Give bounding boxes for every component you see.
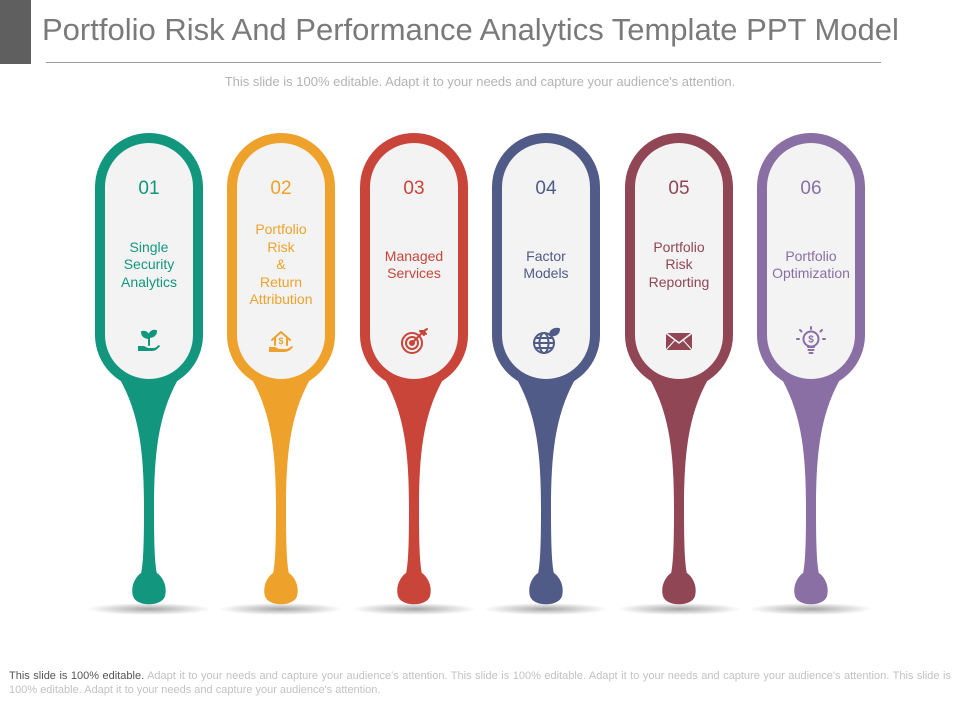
svg-text:$: $ — [278, 336, 283, 346]
step-drop-01 — [132, 573, 166, 605]
step-drop-05 — [662, 573, 696, 605]
step-stem-01 — [115, 371, 183, 574]
step-label-line: Managed — [384, 247, 444, 264]
step-stem-04 — [512, 371, 580, 574]
step-label-line: Models — [523, 265, 569, 281]
step-shadow-02 — [219, 603, 343, 615]
step-label-line: Return — [259, 273, 303, 290]
step-panel-02 — [237, 143, 325, 379]
step-label: Managed Services — [360, 248, 468, 283]
step-label-line: Factor — [526, 247, 566, 264]
step-panel-03 — [370, 143, 458, 379]
page-subtitle: This slide is 100% editable. Adapt it to… — [224, 74, 736, 89]
corner-accent — [0, 0, 31, 64]
step-label-line: Portfolio — [653, 238, 705, 255]
step-label: Portfolio Risk Reporting — [625, 239, 733, 292]
step-drop-03 — [397, 573, 431, 605]
step-label-line: Risk — [267, 238, 295, 255]
step-label-line: & — [276, 256, 286, 273]
step-drop-02 — [264, 573, 298, 605]
step-stem-03 — [380, 371, 448, 574]
step-shadow-05 — [617, 603, 741, 615]
lightbulb-dollar-icon: $ — [796, 326, 826, 354]
house-dollar-hand-icon: $ — [269, 331, 293, 352]
step-number: 02 — [270, 178, 292, 199]
step-label: Portfolio Risk & Return Attribution — [227, 221, 335, 309]
step-number: 03 — [403, 178, 425, 199]
step-label-line: Security — [123, 256, 175, 273]
steps-shapes: $ $ — [87, 133, 873, 615]
step-shadow-04 — [484, 603, 608, 615]
footer-text: Adapt it to your needs and capture your … — [9, 670, 951, 696]
step-label-line: Portfolio — [785, 247, 837, 264]
plant-hand-icon — [138, 329, 160, 351]
step-label-line: Reporting — [648, 273, 710, 290]
globe-leaf-icon — [533, 327, 560, 354]
step-stem-05 — [645, 371, 713, 574]
target-icon — [401, 328, 428, 354]
page-title: Portfolio Risk And Performance Analytics… — [42, 12, 899, 47]
step-stem-06 — [777, 371, 845, 574]
step-label-line: Optimization — [772, 265, 850, 281]
step-label-line: Portfolio — [255, 221, 307, 238]
footer-lead: This slide is 100% editable. — [9, 670, 145, 682]
envelope-icon — [665, 332, 693, 351]
step-label-line: Risk — [665, 256, 693, 273]
step-stem-02 — [247, 371, 315, 574]
footer-note: This slide is 100% editable. Adapt it to… — [9, 669, 951, 697]
step-shadow-06 — [749, 603, 873, 615]
title-divider — [46, 62, 881, 63]
step-number: 01 — [138, 178, 160, 199]
step-drop-04 — [529, 573, 563, 605]
step-label-line: Analytics — [120, 273, 178, 290]
step-drop-06 — [794, 573, 828, 605]
svg-text:$: $ — [808, 335, 814, 346]
step-shadow-03 — [352, 603, 476, 615]
step-label: Factor Models — [492, 248, 600, 283]
steps-diagram: $ $ 01 Single Security Analytics 02 Portfolio R… — [87, 133, 873, 615]
step-label-line: Services — [387, 265, 441, 281]
step-number: 04 — [535, 178, 557, 199]
step-label: Single Security Analytics — [95, 239, 203, 292]
step-panel-06 — [767, 143, 855, 379]
step-panel-04 — [502, 143, 590, 379]
step-panel-01 — [105, 143, 193, 379]
step-label-line: Single — [129, 238, 169, 255]
step-number: 05 — [668, 178, 690, 199]
step-panel-05 — [635, 143, 723, 379]
step-label-line: Attribution — [249, 291, 313, 308]
step-shadow-01 — [87, 603, 211, 615]
step-label: Portfolio Optimization — [757, 248, 865, 283]
step-number: 06 — [800, 178, 822, 199]
